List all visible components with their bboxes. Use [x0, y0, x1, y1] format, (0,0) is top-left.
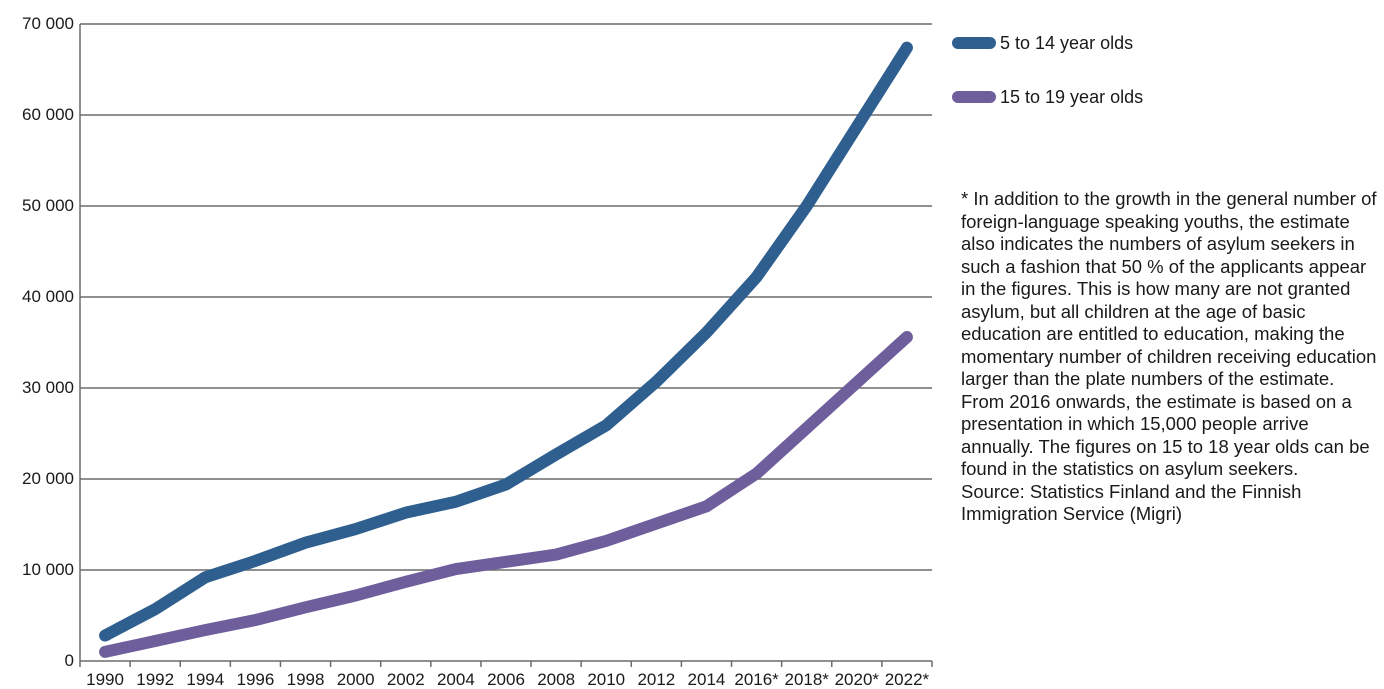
- x-tick-label: 2012: [637, 670, 675, 689]
- legend-item-series-1: 5 to 14 year olds: [952, 30, 1143, 56]
- legend-item-series-2: 15 to 19 year olds: [952, 84, 1143, 110]
- x-tick-label: 2000: [337, 670, 375, 689]
- y-tick-label: 10 000: [22, 560, 74, 579]
- x-tick-label: 1990: [86, 670, 124, 689]
- x-tick-label: 2016*: [734, 670, 779, 689]
- y-axis-tick-labels: 0 10 000 20 000 30 000 40 000 50 000 60 000 70 …: [22, 14, 74, 670]
- y-tick-label: 40 000: [22, 287, 74, 306]
- x-tick-label: 2004: [437, 670, 475, 689]
- x-tick-label: 2002: [387, 670, 425, 689]
- x-tick-label: 2020*: [835, 670, 880, 689]
- source-text: Source: Statistics Finland and the Finni…: [961, 480, 1302, 525]
- x-tick-label: 1994: [186, 670, 224, 689]
- x-tick-label: 2010: [587, 670, 625, 689]
- series-lines: [99, 41, 913, 658]
- x-tick-label: 2022*: [885, 670, 930, 689]
- footnote-text: * In addition to the growth in the gener…: [961, 188, 1377, 479]
- x-tick-label: 1998: [287, 670, 325, 689]
- axes: [79, 24, 933, 667]
- legend-swatch-series-2: [952, 91, 996, 103]
- chart-footnote: * In addition to the growth in the gener…: [961, 188, 1379, 526]
- legend-label-series-2: 15 to 19 year olds: [1000, 86, 1144, 107]
- x-tick-label: 1996: [236, 670, 274, 689]
- x-tick-label: 2014: [688, 670, 726, 689]
- legend-label-series-1: 5 to 14 year olds: [1000, 32, 1134, 53]
- x-tick-label: 2008: [537, 670, 575, 689]
- y-tick-label: 30 000: [22, 378, 74, 397]
- y-tick-label: 20 000: [22, 469, 74, 488]
- x-tick-label: 1992: [136, 670, 174, 689]
- y-tick-label: 0: [65, 651, 74, 670]
- x-tick-label: 2006: [487, 670, 525, 689]
- gridlines: [80, 23, 932, 571]
- x-axis-tick-labels: 1990 1992 1994 1996 1998 2000 2002 2004 2006 2008…: [86, 670, 929, 689]
- series-line-1: [99, 41, 913, 642]
- series-line-2: [99, 331, 913, 658]
- x-tick-label: 2018*: [784, 670, 829, 689]
- legend: 5 to 14 year olds 15 to 19 year olds: [952, 30, 1143, 138]
- y-tick-label: 50 000: [22, 196, 74, 215]
- legend-swatch-series-1: [952, 37, 996, 49]
- y-tick-label: 60 000: [22, 105, 74, 124]
- y-tick-label: 70 000: [22, 14, 74, 33]
- line-chart: 0 10 000 20 000 30 000 40 000 50 000 60 000 70 …: [22, 14, 933, 689]
